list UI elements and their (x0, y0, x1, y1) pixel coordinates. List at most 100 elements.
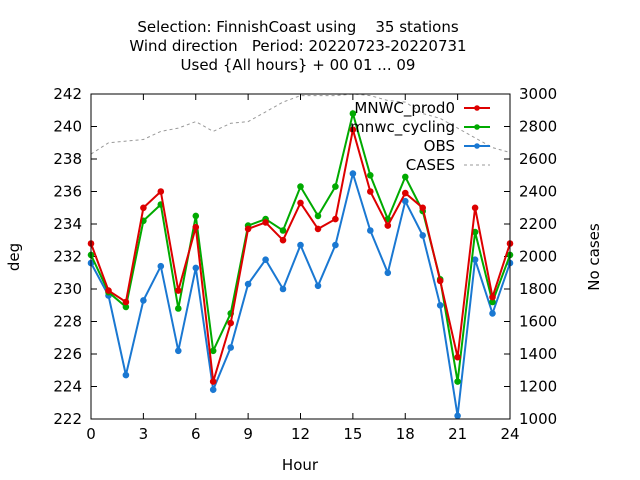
data-point-mnwc-cycling (175, 305, 182, 312)
x-tick-label: 6 (191, 425, 201, 443)
y2-tick-label: 3000 (519, 85, 557, 103)
data-point-mnwc-prod0 (140, 204, 147, 212)
y2-tick-label: 1200 (519, 378, 557, 396)
y2-tick-label: 2200 (519, 215, 557, 233)
data-point-obs (279, 285, 287, 293)
data-point-mnwc-prod0 (122, 298, 130, 306)
title-line-3: Used {All hours} + 00 01 ... 09 (181, 56, 416, 74)
data-point-mnwc-prod0 (175, 287, 182, 294)
data-point-mnwc-prod0 (244, 225, 252, 233)
y2-tick-label: 1400 (519, 345, 557, 363)
data-point-mnwc-cycling (332, 183, 339, 190)
title-line-2: Wind direction Period: 20220723-20220731 (129, 37, 466, 55)
legend-label-cases: CASES (406, 156, 455, 174)
data-point-mnwc-prod0 (227, 319, 234, 327)
data-point-obs (227, 344, 234, 351)
data-point-mnwc-prod0 (454, 353, 461, 361)
data-point-obs (122, 371, 130, 379)
data-point-obs (175, 347, 182, 355)
y-tick-label: 242 (53, 85, 82, 103)
data-point-mnwc-prod0 (436, 277, 444, 285)
y-tick-label: 236 (53, 183, 82, 201)
data-point-mnwc-prod0 (402, 189, 409, 197)
y2-tick-label: 2400 (519, 183, 557, 201)
data-point-obs (209, 386, 217, 394)
data-point-mnwc-prod0 (209, 378, 217, 385)
x-tick-label: 3 (139, 425, 149, 443)
data-point-mnwc-prod0 (157, 188, 165, 195)
data-point-obs (489, 310, 496, 317)
data-point-obs (349, 170, 357, 177)
x-tick-label: 21 (448, 425, 467, 443)
chart-title: Selection: FinnishCoast using 35 station… (129, 18, 466, 74)
x-tick-label: 9 (243, 425, 253, 443)
data-point-obs (454, 412, 461, 420)
data-point-obs (192, 264, 200, 272)
data-point-mnwc-prod0 (262, 219, 269, 226)
data-point-obs (314, 282, 322, 290)
plot-frame (90, 93, 511, 420)
data-point-obs (471, 256, 479, 264)
data-point-mnwc-cycling (314, 212, 322, 220)
legend-marker-mnwc-prod0 (474, 105, 480, 111)
data-point-mnwc-prod0 (332, 215, 339, 223)
data-point-mnwc-prod0 (419, 204, 427, 212)
data-point-mnwc-prod0 (384, 222, 392, 229)
x-tick-label: 12 (291, 425, 310, 443)
data-point-mnwc-prod0 (349, 126, 357, 133)
y2-tick-label: 2600 (519, 150, 557, 168)
legend-label-obs: OBS (424, 137, 455, 155)
legend-label-mnwc-prod0: MNWC_prod0 (354, 99, 455, 118)
data-point-obs (157, 262, 165, 270)
y-tick-label: 226 (53, 345, 82, 363)
axis-ticks: 0 3 6 9 12 15 18 21 2422222422622823023223423623… (53, 85, 557, 443)
x-tick-label: 15 (343, 425, 362, 443)
legend-marker-mnwc-cycling (474, 124, 480, 130)
data-point-mnwc-prod0 (314, 225, 322, 233)
data-point-mnwc-cycling (209, 347, 217, 355)
data-point-mnwc-prod0 (297, 199, 304, 207)
y2-tick-label: 1800 (519, 280, 557, 298)
data-point-mnwc-cycling (367, 172, 374, 179)
data-point-obs (244, 280, 252, 288)
data-point-mnwc-cycling (192, 212, 200, 220)
data-point-obs (436, 302, 444, 309)
x-tick-label: 24 (500, 425, 519, 443)
data-point-obs (384, 269, 392, 277)
y2-tick-label: 1000 (519, 410, 557, 428)
legend-marker-obs (474, 143, 480, 149)
data-point-mnwc-cycling (402, 173, 409, 181)
data-point-mnwc-cycling (349, 110, 357, 117)
data-point-mnwc-prod0 (367, 188, 374, 195)
y-tick-label: 238 (53, 150, 82, 168)
title-line-1: Selection: FinnishCoast using 35 station… (137, 18, 459, 36)
y-tick-label: 228 (53, 313, 82, 331)
data-point-mnwc-prod0 (105, 287, 112, 294)
data-point-obs (140, 297, 147, 304)
data-point-obs (402, 197, 409, 205)
y-tick-label: 232 (53, 248, 82, 266)
legend-label-mnwc-cycling: mnwc_cycling (350, 118, 455, 137)
x-tick-label: 0 (86, 425, 96, 443)
y-tick-label: 222 (53, 410, 82, 428)
y-axis-label: deg (5, 243, 23, 271)
y2-tick-label: 2000 (519, 248, 557, 266)
y-tick-label: 234 (53, 215, 82, 233)
x-tick-label: 18 (396, 425, 415, 443)
data-point-mnwc-prod0 (471, 204, 479, 212)
series-layer (87, 93, 514, 420)
data-point-obs (262, 256, 269, 264)
data-point-mnwc-cycling (297, 183, 304, 190)
data-point-mnwc-prod0 (192, 223, 200, 231)
data-point-mnwc-cycling (279, 227, 287, 234)
data-point-obs (332, 241, 339, 249)
y-tick-label: 224 (53, 378, 82, 396)
x-axis-label: Hour (282, 456, 319, 474)
y-tick-label: 230 (53, 280, 82, 298)
data-point-mnwc-cycling (454, 378, 461, 385)
y-tick-label: 240 (53, 118, 82, 136)
data-point-obs (367, 227, 374, 234)
data-point-mnwc-prod0 (489, 293, 496, 301)
